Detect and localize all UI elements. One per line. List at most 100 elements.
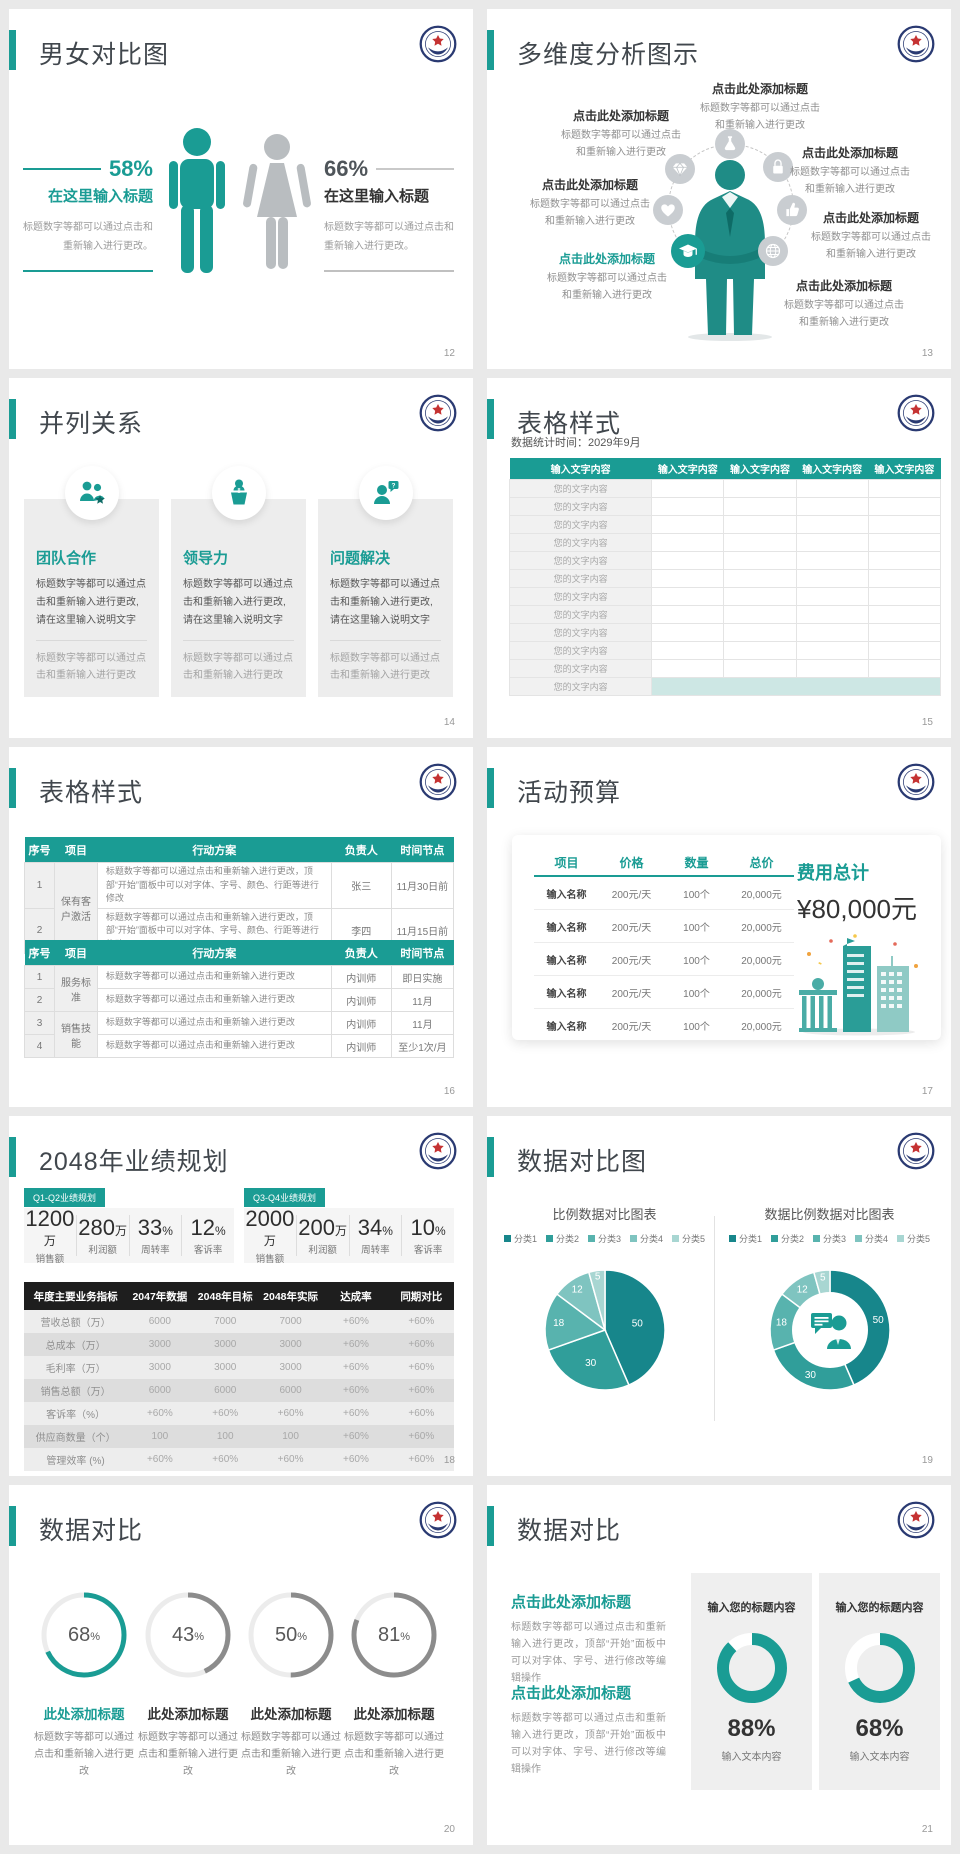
card-body: 标题数字等都可以通过点击和重新输入进行更改,请在这里输入说明文字 <box>36 579 146 626</box>
legend-item: 分类5 <box>897 1232 930 1245</box>
city-illustration <box>797 932 941 1041</box>
block-title: 点击此处添加标题 <box>541 178 638 192</box>
table-row: 管理效率 (%) +60% +60% +60% +60% +60% <box>24 1448 454 1471</box>
slide-thumbnail-13[interactable]: 多维度分析图示 点击此处添加标题 标题数字等都可以通过点击和重新输入进行更改 点… <box>487 9 951 369</box>
slide-thumbnail-12[interactable]: 男女对比图 58% 在这里输入标题 标题数字等都可以通过点击和重新输入进行更改。… <box>9 9 473 369</box>
column-header: 输入文字内容 <box>509 458 652 480</box>
table-row: 您的文字内容 <box>508 587 942 606</box>
table-cell: +60% <box>388 1448 454 1471</box>
legend-item: 分类2 <box>770 1232 804 1245</box>
ring-body: 标题数字等都可以通过点击和重新输入进行更改 <box>241 1732 341 1777</box>
slide-title: 表格样式 <box>517 410 622 438</box>
slide-thumbnail-14[interactable]: 并列关系 团队合作 标题数字等都可以通过点击和重新输入进行更改,请在这里输入说明… <box>9 378 473 738</box>
owner-cell: 内训师 <box>330 1011 392 1035</box>
kpi-stat: 10% 客诉率 <box>401 1215 454 1256</box>
table-cell: 3000 <box>127 1356 193 1379</box>
slide-thumbnail-21[interactable]: 数据对比 点击此处添加标题 标题数字等都可以通过点击和重新输入进行更改，顶部“开… <box>487 1485 951 1845</box>
org-logo-icon <box>897 763 935 801</box>
card-body: 标题数字等都可以通过点击和重新输入进行更改,请在这里输入说明文字 <box>330 579 440 626</box>
kpi-stats-row: 2000万 销售额 200万 利润额 34% 周转率 10% 客诉率 <box>244 1206 454 1265</box>
org-logo-icon <box>419 25 457 63</box>
action-table-b: 序号 项目 行动方案 负责人 时间节点 1 服务标准 标题数字等都可以通过点击和重新输入… <box>23 940 455 1058</box>
time-cell: 11月 <box>390 1011 455 1035</box>
divider <box>36 640 147 641</box>
owner-cell: 张三 <box>330 862 392 909</box>
block-body: 标题数字等都可以通过点击和重新输入进行更改 <box>784 300 904 328</box>
stat-unit: 万 <box>263 1234 276 1248</box>
table-row: 输入名称 200元/天 100个 20,000元 <box>534 942 794 976</box>
legend-swatch <box>545 1235 553 1242</box>
slide-thumbnail-18[interactable]: 2048年业绩规划 Q1-Q2业绩规划 1200万 销售额 280万 利润额 33% 周转… <box>9 1116 473 1476</box>
legend-item: 分类1 <box>728 1232 762 1245</box>
row-label: 您的文字内容 <box>508 587 653 606</box>
kpi-group: Q3-Q4业绩规划 2000万 销售额 200万 利润额 34% 周转率 10% 客诉率 <box>244 1188 454 1265</box>
title-accent-bar <box>487 1137 494 1177</box>
divider <box>376 168 454 170</box>
slide-thumbnail-15[interactable]: 表格样式 数据统计时间：2029年9月 输入文字内容 输入文字内容 输入文字内容 输入… <box>487 378 951 738</box>
item-name: 输入名称 <box>534 942 599 976</box>
page-number: 13 <box>921 348 933 359</box>
table-cell: 6000 <box>127 1310 193 1333</box>
legend-swatch <box>855 1235 862 1242</box>
diagram-text-block: 点击此处添加标题 标题数字等都可以通过点击和重新输入进行更改 <box>505 176 675 230</box>
title-accent-bar <box>487 768 494 808</box>
table-row: 2 标题数字等都可以通过点击和重新输入进行更改 内训师 11月 <box>23 988 455 1012</box>
slide-title: 男女对比图 <box>39 41 170 69</box>
stat-label: 客诉率 <box>413 1245 443 1256</box>
chart-title: 比例数据对比图表 <box>552 1207 657 1222</box>
qty-cell: 100个 <box>664 876 729 910</box>
price-cell: 200元/天 <box>599 942 664 976</box>
legend-item: 分类3 <box>587 1232 621 1245</box>
block-title: 点击此处添加标题 <box>795 279 892 293</box>
column-header: 同期对比 <box>388 1282 454 1310</box>
pie-chart: 50 30 18 12 5 <box>502 1255 707 1410</box>
title-accent-bar <box>9 1506 16 1546</box>
stat-value: 280 <box>78 1215 115 1240</box>
heart-icon <box>653 195 683 225</box>
stat-unit: 万 <box>334 1224 347 1238</box>
kpi-stats-row: 1200万 销售额 280万 利润额 33% 周转率 12% 客诉率 <box>24 1206 234 1265</box>
stat-value: 2000 <box>245 1206 295 1231</box>
slide-thumbnail-19[interactable]: 数据对比图 比例数据对比图表 分类1 分类2 分类3 分类4 分类5 50 30 18 12 5… <box>487 1116 951 1476</box>
item-name: 输入名称 <box>534 1008 599 1042</box>
column-header: 价格 <box>599 849 664 877</box>
page-number: 18 <box>443 1455 455 1466</box>
column-header: 数量 <box>664 849 729 877</box>
block-body: 标题数字等都可以通过点击和重新输入进行更改 <box>700 103 820 131</box>
thumbs-up-icon <box>777 195 807 225</box>
table-cell: 100 <box>127 1425 193 1448</box>
table-cell: 营收总额（万） <box>24 1310 128 1333</box>
price-cell: 200元/天 <box>599 909 664 943</box>
slide-thumbnail-20[interactable]: 数据对比 68% 此处添加标题 标题数字等都可以通过点击和重新输入进行更改 43… <box>9 1485 473 1845</box>
diagram-text-block: 点击此处添加标题 标题数字等都可以通过点击和重新输入进行更改 <box>786 209 951 263</box>
action-table-a: 序号 项目 行动方案 负责人 时间节点 1 保有客户激活 标题数字等都可以通过点击和重新… <box>23 837 455 954</box>
title-accent-bar <box>9 768 16 808</box>
slide-title: 数据对比 <box>39 1517 144 1545</box>
row-label: 您的文字内容 <box>508 623 653 642</box>
slide-thumbnail-16[interactable]: 表格样式 序号 项目 行动方案 负责人 时间节点 1 保有客户激活 标题数字等都可以通过… <box>9 747 473 1107</box>
plan-cell: 标题数字等都可以通过点击和重新输入进行更改 <box>96 965 332 989</box>
stat-value: 10 <box>410 1215 436 1240</box>
slide-thumbnail-17[interactable]: 活动预算 项目 价格 数量 总价 输入名称 200元/天 100个 20,000元 输入名称 2… <box>487 747 951 1107</box>
donut-chart <box>691 1628 812 1713</box>
table-cell: 100 <box>257 1425 324 1448</box>
row-index: 4 <box>23 1034 56 1058</box>
feature-card: 领导力 标题数字等都可以通过点击和重新输入进行更改,请在这里输入说明文字 标题数… <box>171 466 306 697</box>
table-cell: +60% <box>257 1448 324 1471</box>
svg-text:5: 5 <box>594 1272 600 1283</box>
block-body: 标题数字等都可以通过点击和重新输入进行更改 <box>790 167 910 195</box>
table-cell: +60% <box>257 1402 324 1425</box>
column-header: 2047年数据 <box>127 1282 193 1310</box>
female-figure-icon <box>241 133 313 278</box>
title-accent-bar <box>9 1137 16 1177</box>
page-number: 17 <box>921 1086 933 1097</box>
stat-unit: % <box>435 1224 446 1238</box>
block-body: 标题数字等都可以通过点击和重新输入进行更改，顶部“开始”面板中可以对字体、字号、… <box>511 1713 666 1775</box>
table-cell: +60% <box>192 1402 258 1425</box>
table-cell: +60% <box>323 1310 389 1333</box>
ring-title: 此处添加标题 <box>43 1707 125 1722</box>
item-name: 输入名称 <box>534 975 599 1009</box>
stat-unit: % <box>162 1224 173 1238</box>
org-logo-icon <box>897 1501 935 1539</box>
table-cell: 7000 <box>257 1310 324 1333</box>
